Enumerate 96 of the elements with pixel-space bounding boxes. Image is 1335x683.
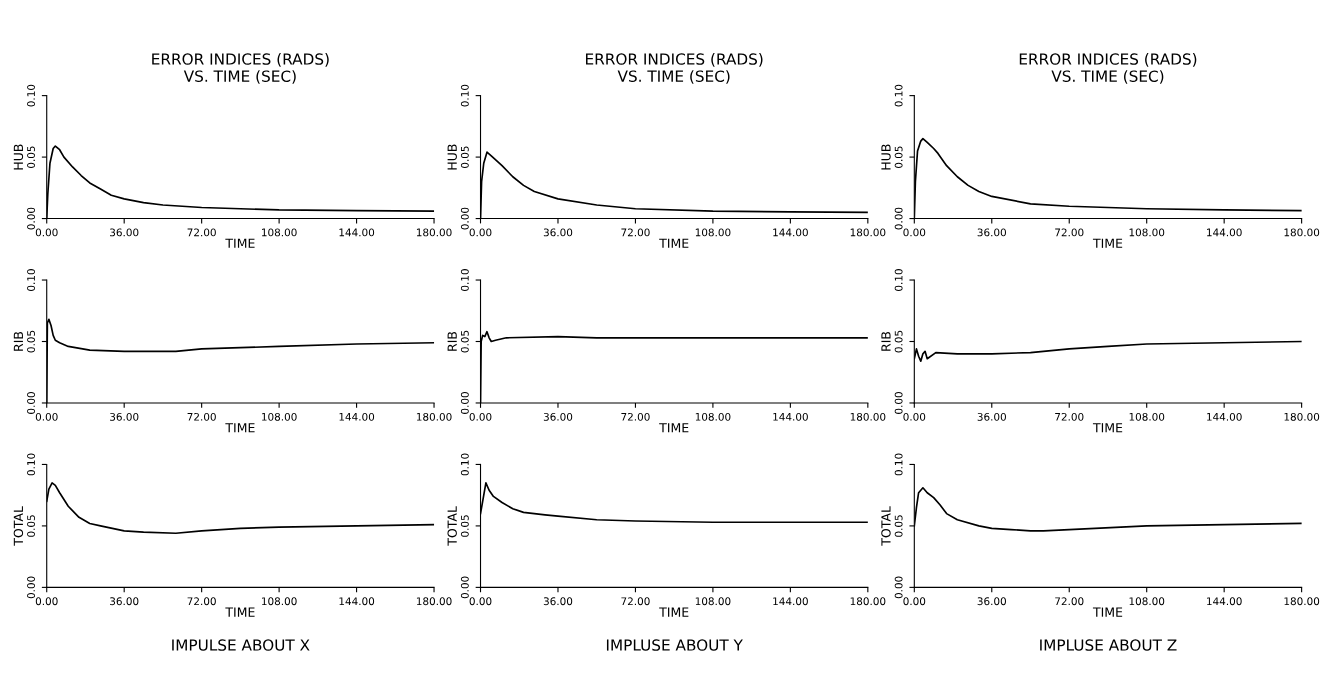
y-axis-title: TOTAL bbox=[881, 506, 891, 546]
chart-title: ERROR INDICES (RADS) VS. TIME (SEC) bbox=[1019, 53, 1197, 84]
chart-title: ERROR INDICES (RADS) VS. TIME (SEC) bbox=[586, 53, 763, 84]
x-tick-label: 72.00 bbox=[187, 228, 216, 237]
x-tick-label: 108.00 bbox=[1129, 228, 1165, 237]
x-axis-title: TIME bbox=[659, 238, 689, 248]
y-tick-label: 0.10 bbox=[27, 453, 35, 476]
x-tick-label: 72.00 bbox=[621, 412, 650, 421]
x-tick-label: 72.00 bbox=[1055, 597, 1084, 606]
x-tick-label: 180.00 bbox=[1284, 597, 1320, 606]
y-tick-label: 0.05 bbox=[27, 515, 35, 537]
y-axis-title: HUB bbox=[13, 144, 24, 170]
y-tick-label: 0.05 bbox=[460, 515, 469, 537]
x-tick-label: 180.00 bbox=[416, 228, 452, 237]
y-axis-title: RIB bbox=[13, 331, 23, 351]
y-tick-label: 0.10 bbox=[460, 269, 469, 291]
x-tick-label: 144.00 bbox=[773, 228, 808, 237]
x-tick-label: 180.00 bbox=[1284, 412, 1320, 421]
x-tick-label: 0.00 bbox=[35, 228, 58, 237]
x-tick-label: 180.00 bbox=[850, 228, 886, 237]
x-tick-label: 108.00 bbox=[1129, 597, 1165, 606]
x-tick-label: 144.00 bbox=[339, 597, 375, 606]
y-tick-label: 0.10 bbox=[27, 84, 35, 107]
x-axis-title: TIME bbox=[225, 607, 255, 617]
x-tick-label: 0.00 bbox=[903, 228, 926, 237]
x-tick-label: 180.00 bbox=[850, 597, 886, 606]
x-tick-label: 144.00 bbox=[773, 597, 808, 606]
x-tick-label: 36.00 bbox=[977, 597, 1006, 606]
y-axis-title: HUB bbox=[881, 144, 891, 170]
y-tick-label: 0.10 bbox=[460, 84, 469, 107]
chart-title: ERROR INDICES (RADS) VS. TIME (SEC) bbox=[152, 53, 329, 84]
x-tick-label: 108.00 bbox=[695, 412, 731, 421]
x-tick-label: 180.00 bbox=[416, 412, 452, 421]
x-axis-title: TIME bbox=[225, 238, 255, 248]
x-axis-title: TIME bbox=[1092, 423, 1123, 433]
y-tick-label: 0.10 bbox=[894, 84, 903, 107]
x-tick-label: 108.00 bbox=[262, 412, 297, 421]
x-tick-label: 0.00 bbox=[35, 597, 58, 606]
y-axis-title: TOTAL bbox=[447, 506, 457, 546]
y-tick-label: 0.05 bbox=[460, 146, 469, 168]
x-tick-label: 144.00 bbox=[1207, 597, 1242, 606]
text: IMPLUSE ABOUT Z bbox=[1040, 639, 1177, 651]
x-tick-label: 108.00 bbox=[1129, 412, 1165, 421]
y-tick-label: 0.10 bbox=[894, 269, 903, 291]
x-axis-title: TIME bbox=[1092, 607, 1123, 617]
x-tick-label: 72.00 bbox=[1055, 228, 1084, 237]
y-tick-label: 0.10 bbox=[460, 453, 469, 476]
y-tick-label: 0.05 bbox=[894, 330, 903, 353]
x-tick-label: 0.00 bbox=[469, 597, 492, 606]
y-tick-label: 0.05 bbox=[27, 146, 35, 168]
y-axis-title: RIB bbox=[881, 331, 891, 351]
y-axis-title: RIB bbox=[447, 331, 457, 351]
x-tick-label: 108.00 bbox=[262, 228, 297, 237]
y-tick-label: 0.05 bbox=[27, 330, 35, 353]
y-tick-label: 0.05 bbox=[894, 146, 903, 168]
x-tick-label: 0.00 bbox=[469, 228, 492, 237]
x-axis-title: TIME bbox=[225, 423, 255, 433]
y-tick-label: 0.05 bbox=[460, 330, 469, 353]
x-tick-label: 108.00 bbox=[262, 597, 297, 606]
x-tick-label: 72.00 bbox=[621, 597, 650, 606]
y-tick-label: 0.05 bbox=[894, 515, 903, 537]
x-tick-label: 36.00 bbox=[543, 228, 573, 237]
x-tick-label: 0.00 bbox=[35, 412, 58, 421]
x-tick-label: 144.00 bbox=[773, 412, 808, 421]
text: IMPLUSE ABOUT Y bbox=[606, 639, 743, 651]
text: IMPULSE ABOUT X bbox=[172, 639, 310, 651]
y-axis-title: TOTAL bbox=[13, 506, 24, 546]
x-tick-label: 72.00 bbox=[187, 412, 216, 421]
x-tick-label: 36.00 bbox=[977, 412, 1006, 421]
x-axis-title: TIME bbox=[659, 607, 689, 617]
x-axis-title: TIME bbox=[1092, 238, 1123, 248]
x-tick-label: 72.00 bbox=[187, 597, 216, 606]
x-tick-label: 36.00 bbox=[543, 597, 573, 606]
x-tick-label: 180.00 bbox=[850, 412, 886, 421]
x-tick-label: 108.00 bbox=[695, 597, 731, 606]
x-tick-label: 108.00 bbox=[695, 228, 731, 237]
x-tick-label: 72.00 bbox=[1055, 412, 1084, 421]
x-tick-label: 72.00 bbox=[621, 228, 650, 237]
x-tick-label: 0.00 bbox=[903, 412, 926, 421]
x-tick-label: 36.00 bbox=[110, 228, 139, 237]
y-tick-label: 0.10 bbox=[894, 453, 903, 476]
x-tick-label: 144.00 bbox=[339, 412, 375, 421]
x-tick-label: 144.00 bbox=[339, 228, 375, 237]
x-tick-label: 36.00 bbox=[543, 412, 573, 421]
x-tick-label: 180.00 bbox=[1284, 228, 1320, 237]
x-tick-label: 36.00 bbox=[110, 597, 139, 606]
y-axis-title: HUB bbox=[447, 144, 457, 170]
x-tick-label: 36.00 bbox=[977, 228, 1006, 237]
x-tick-label: 36.00 bbox=[110, 412, 139, 421]
y-tick-label: 0.10 bbox=[27, 269, 35, 291]
x-tick-label: 144.00 bbox=[1207, 228, 1242, 237]
x-tick-label: 0.00 bbox=[903, 597, 926, 606]
x-tick-label: 180.00 bbox=[416, 597, 452, 606]
x-tick-label: 144.00 bbox=[1207, 412, 1242, 421]
x-axis-title: TIME bbox=[659, 423, 689, 433]
x-tick-label: 0.00 bbox=[469, 412, 492, 421]
